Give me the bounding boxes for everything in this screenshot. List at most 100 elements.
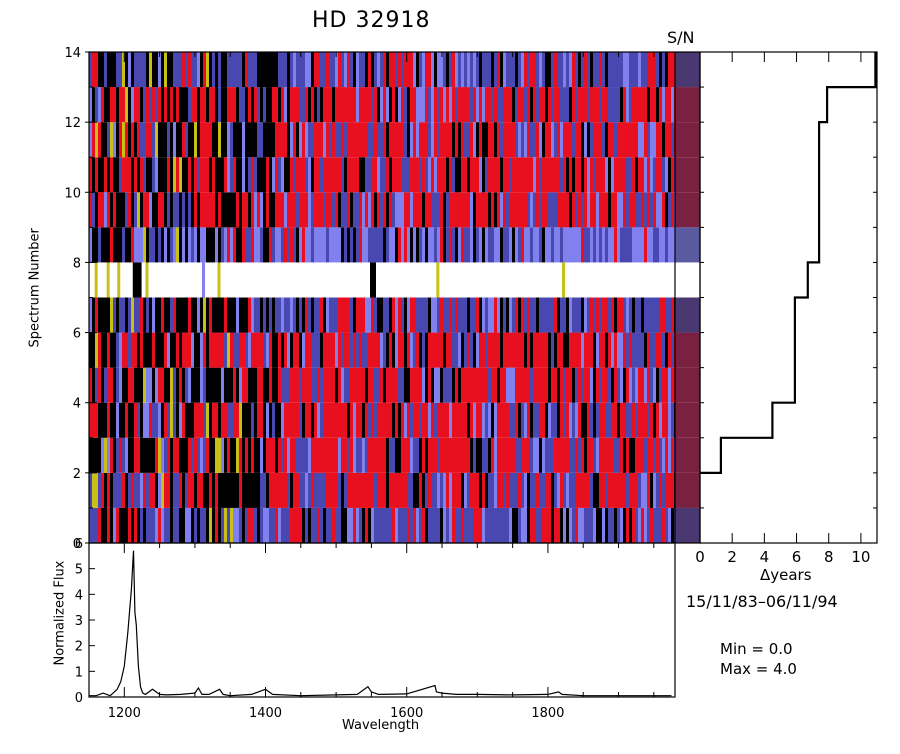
heatmap-cell [122,437,125,473]
heatmap-cell [602,472,605,508]
heatmap-cell [410,332,413,368]
heatmap-cell [98,507,101,543]
heatmap-cell [545,297,548,333]
heatmap-cell [569,507,572,543]
heatmap-cell [608,157,611,193]
heatmap-cell [239,52,242,88]
heatmap-cell [239,122,242,158]
heatmap-cell [371,472,374,508]
heatmap-cell [662,437,665,473]
heatmap-cell [608,332,611,368]
heatmap-cell [248,402,251,438]
heatmap-cell [497,87,500,123]
heatmap-cell [572,367,575,403]
heatmap-cell [104,192,107,228]
heatmap-cell [602,437,605,473]
heatmap-cell [215,437,218,473]
heatmap-cell [638,367,641,403]
heatmap-cell [284,87,287,123]
heatmap-cell [194,297,197,333]
heatmap-cell [638,52,641,88]
heatmap-cell [599,332,602,368]
heatmap-cell [251,472,254,508]
heatmap-cell [491,507,494,543]
heatmap-cell [341,367,344,403]
heatmap-cell [536,122,539,158]
heatmap-cell [623,122,626,158]
heatmap-cell [473,507,476,543]
heatmap-cell [212,297,215,333]
heatmap-cell [629,332,632,368]
heatmap-cell [467,52,470,88]
heatmap-cell [593,507,596,543]
heatmap-cell [500,472,503,508]
heatmap-cell [95,472,98,508]
heatmap-cell [365,402,368,438]
heatmap-cell [197,402,200,438]
heatmap-cell [164,402,167,438]
heatmap-cell [572,472,575,508]
heatmap-cell [248,192,251,228]
heatmap-cell [605,472,608,508]
heatmap-cell [311,332,314,368]
heatmap-cell [605,402,608,438]
sn-cell [675,297,700,333]
heatmap-cell [191,367,194,403]
heatmap-cell [521,157,524,193]
heatmap-cell [671,157,674,193]
heatmap-cell [104,367,107,403]
heatmap-cell [416,52,419,88]
heatmap-cell [365,192,368,228]
heatmap-cell [305,297,308,333]
heatmap-cell [125,227,128,263]
heatmap-cell [239,297,242,333]
heatmap-cell [626,122,629,158]
heatmap-cell [386,87,389,123]
heatmap-cell [167,507,170,543]
heatmap-cell [188,52,191,88]
heatmap-cell [587,472,590,508]
heatmap-cell [317,367,320,403]
heatmap-cell [257,507,260,543]
heatmap-cell [155,332,158,368]
heatmap-cell [473,52,476,88]
heatmap-cell [377,437,380,473]
heatmap-cell [95,437,98,473]
heatmap-cell [407,437,410,473]
heatmap-cell [179,297,182,333]
heatmap-cell [323,157,326,193]
sn-cell [675,157,700,193]
heatmap-cell [185,52,188,88]
heatmap-cell [416,367,419,403]
heatmap-cell [521,122,524,158]
heatmap-cell [398,507,401,543]
heatmap-cell [326,472,329,508]
heatmap-cell [413,122,416,158]
heatmap-cell [389,157,392,193]
heatmap-cell [146,472,149,508]
heatmap-cell [341,437,344,473]
heatmap-cell [164,297,167,333]
heatmap-cell [425,367,428,403]
heatmap-cell [404,192,407,228]
heatmap-cell [557,52,560,88]
heatmap-cell [170,227,173,263]
heatmap-cell [425,472,428,508]
heatmap-cell [485,52,488,88]
heatmap-cell [122,402,125,438]
heatmap-cell [554,192,557,228]
heatmap-cell [425,402,428,438]
heatmap-cell [227,87,230,123]
heatmap-cell [125,52,128,88]
heatmap-cell [653,157,656,193]
heatmap-cell [413,507,416,543]
heatmap-cell [572,437,575,473]
heatmap-cell [245,332,248,368]
heatmap-cell [311,227,314,263]
heatmap-cell [389,192,392,228]
heatmap-cell [596,157,599,193]
heatmap-cell [521,402,524,438]
heatmap-cell [332,192,335,228]
heatmap-cell [308,157,311,193]
heatmap-cell [449,472,452,508]
